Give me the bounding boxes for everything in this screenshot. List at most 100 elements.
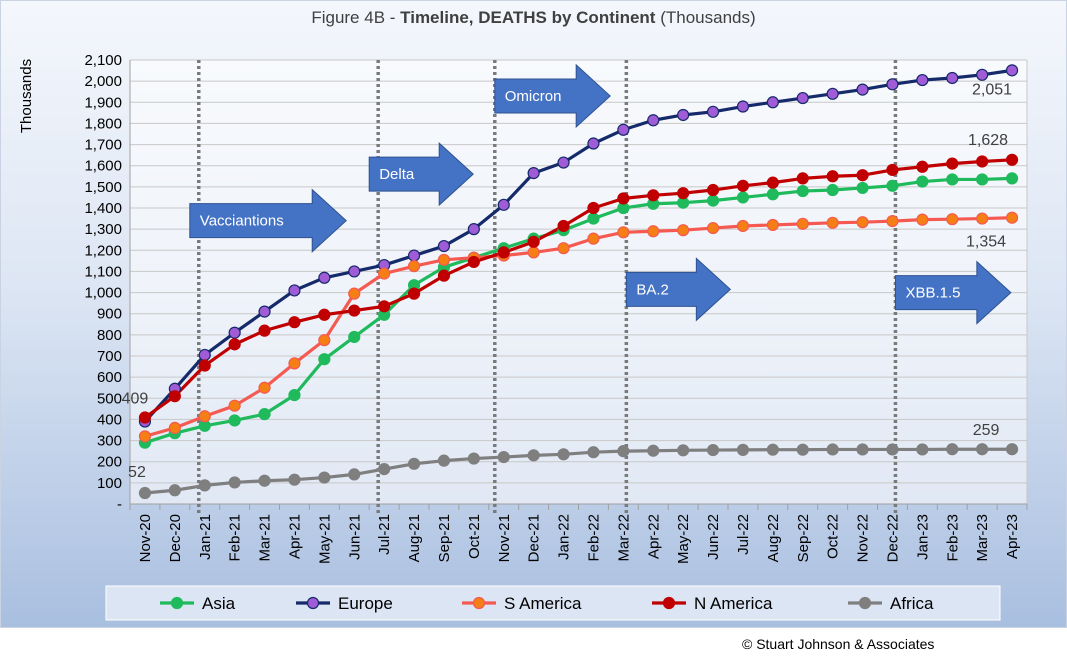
y-tick-label: 100 <box>97 475 122 492</box>
data-point <box>497 198 510 211</box>
legend-label: Africa <box>890 594 934 613</box>
data-label: 1,354 <box>966 234 1006 251</box>
y-tick-label: 2,000 <box>84 73 122 90</box>
data-point <box>437 239 451 253</box>
data-point <box>378 300 391 313</box>
data-label: 52 <box>128 464 146 481</box>
legend-swatch-marker <box>858 596 872 610</box>
data-point <box>138 411 152 424</box>
event-arrow <box>494 63 611 129</box>
data-point <box>856 443 869 456</box>
data-point <box>587 212 600 225</box>
data-point <box>1005 153 1019 166</box>
data-label: 259 <box>973 422 1000 439</box>
data-point <box>318 308 331 321</box>
data-point <box>796 172 809 185</box>
legend-label: Asia <box>202 594 236 613</box>
data-point <box>467 223 480 236</box>
x-tick-label: Dec-21 <box>526 514 543 562</box>
data-point <box>647 444 660 457</box>
data-point <box>138 430 152 443</box>
data-point <box>198 359 211 372</box>
data-point <box>467 452 480 465</box>
data-point <box>1005 64 1019 77</box>
copyright-text: © Stuart Johnson & Associates <box>742 636 935 652</box>
x-tick-label: Mar-23 <box>974 514 991 562</box>
x-tick-label: Apr-21 <box>286 514 303 559</box>
data-point <box>228 326 241 339</box>
y-tick-label: 2,100 <box>84 52 122 69</box>
data-point <box>1005 211 1019 224</box>
event-arrow-label: XBB.1.5 <box>905 285 960 302</box>
data-point <box>976 68 989 81</box>
legend-label: N America <box>694 594 773 613</box>
data-point <box>796 184 809 198</box>
data-point <box>826 443 839 456</box>
x-tick-label: Nov-20 <box>137 514 154 562</box>
data-point <box>497 246 510 259</box>
data-point <box>407 287 421 300</box>
event-arrow <box>189 188 347 253</box>
data-label: 409 <box>122 391 149 408</box>
x-tick-label: Aug-21 <box>406 514 423 562</box>
data-point <box>318 334 331 347</box>
chart-title: Figure 4B - Timeline, DEATHS by Continen… <box>0 8 1067 28</box>
data-point <box>736 100 750 113</box>
data-point <box>886 443 899 456</box>
x-tick-label: Jun-22 <box>705 514 722 560</box>
data-point <box>318 353 331 366</box>
data-point <box>916 213 929 226</box>
data-point <box>557 448 570 461</box>
y-tick-label: 1,100 <box>84 263 122 280</box>
y-tick-label: 1,600 <box>84 158 122 175</box>
event-arrow-label: Vacciantions <box>200 213 284 230</box>
data-point <box>467 255 480 269</box>
data-point <box>198 479 211 492</box>
data-point <box>288 389 301 402</box>
data-point <box>348 265 361 278</box>
title-prefix: Figure 4B - <box>311 8 401 27</box>
data-point <box>677 224 690 237</box>
x-tick-label: Nov-22 <box>855 514 872 562</box>
legend-swatch-marker <box>472 596 486 610</box>
data-point <box>736 443 750 456</box>
data-point <box>916 160 929 173</box>
data-point <box>437 454 451 467</box>
event-arrow <box>368 142 474 207</box>
data-point <box>766 443 779 456</box>
y-tick-label: 200 <box>97 454 122 471</box>
data-point <box>706 105 720 118</box>
data-point <box>826 170 839 183</box>
x-tick-label: Jul-21 <box>376 514 393 555</box>
data-point <box>856 216 869 229</box>
y-tick-label: 1,000 <box>84 285 122 302</box>
data-label: 1,628 <box>968 132 1008 149</box>
y-tick-label: 1,400 <box>84 200 122 217</box>
data-point <box>736 219 750 233</box>
data-point <box>437 269 451 282</box>
data-point <box>587 137 600 150</box>
data-point <box>168 421 181 434</box>
y-tick-label: 900 <box>97 306 122 323</box>
data-point <box>378 463 391 476</box>
data-point <box>736 191 750 204</box>
data-point <box>318 271 331 284</box>
data-point <box>946 71 959 85</box>
data-point <box>617 192 630 205</box>
data-point <box>228 399 241 412</box>
data-point <box>617 226 630 239</box>
x-tick-label: May-22 <box>675 514 692 564</box>
data-point <box>856 83 869 96</box>
data-point <box>826 87 839 100</box>
y-tick-label: 1,800 <box>84 115 122 132</box>
data-point <box>647 225 660 238</box>
data-point <box>348 330 361 344</box>
x-tick-label: Jun-21 <box>346 514 363 560</box>
data-point <box>617 445 630 458</box>
x-tick-label: Jan-22 <box>556 514 573 560</box>
x-tick-label: Oct-22 <box>825 514 842 559</box>
data-point <box>736 179 750 192</box>
data-point <box>198 410 211 423</box>
y-axis-title: Thousands <box>18 59 35 133</box>
data-point <box>168 484 181 497</box>
